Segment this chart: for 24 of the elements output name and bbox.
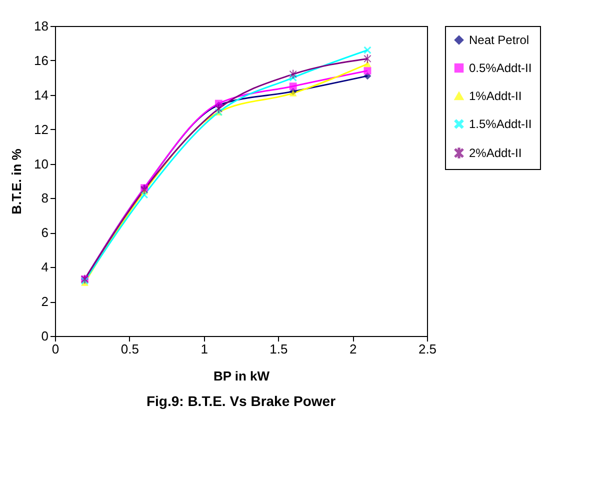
y-tick-label: 12: [34, 122, 48, 137]
legend-label: 1.5%Addt-II: [469, 117, 532, 131]
x-tick-label: 0: [52, 342, 60, 356]
y-tick-label: 14: [34, 87, 48, 102]
y-tick-label: 6: [41, 225, 48, 240]
x-tick-label: 2: [349, 342, 357, 356]
x-tick-label: 2.5: [418, 342, 437, 356]
y-tick-label: 0: [41, 328, 48, 344]
x-tick-label: 1.5: [270, 342, 288, 356]
y-tick-label: 16: [34, 52, 48, 68]
x-tick-label: 0.5: [120, 342, 139, 356]
y-axis-title: B.T.E. in %: [9, 148, 24, 214]
legend-label: 0.5%Addt-II: [469, 61, 532, 75]
legend-label: Neat Petrol: [469, 33, 530, 47]
text: Fig.9: B.T.E. Vs Brake Power: [146, 393, 336, 409]
x-axis-title: BP in kW: [213, 368, 270, 384]
legend-label: 1%Addt-II: [469, 89, 522, 103]
y-tick-label: 18: [34, 18, 48, 34]
y-tick-label: 4: [41, 260, 48, 275]
legend-label: 2%Addt-II: [469, 146, 522, 160]
y-tick-label: 8: [41, 190, 48, 206]
y-tick-label: 2: [41, 294, 48, 310]
x-tick-label: 1: [200, 342, 208, 356]
y-tick-label: 10: [34, 156, 48, 172]
